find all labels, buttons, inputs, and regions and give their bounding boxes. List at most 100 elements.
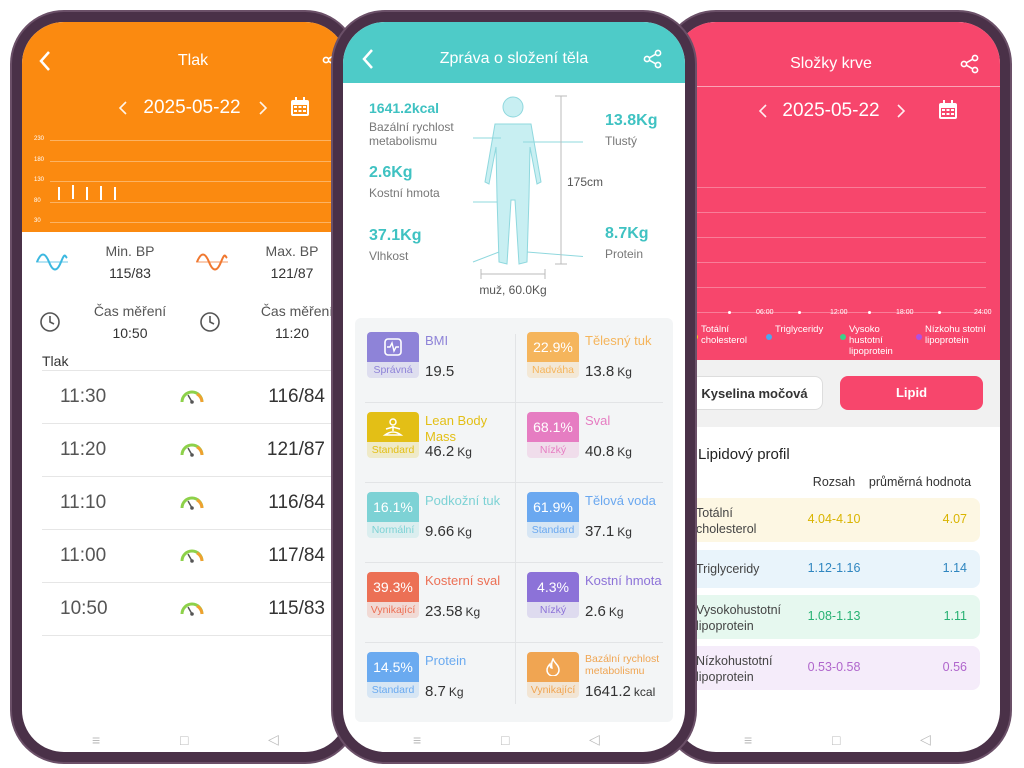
next-date[interactable] (896, 103, 906, 124)
grid-line (50, 160, 347, 162)
legend-label: Vysoko hustotní lipoprotein (849, 324, 893, 357)
card-status: Standard (527, 522, 579, 538)
legend-label: Triglyceridy (775, 324, 824, 335)
card-value: 37.1 Kg (585, 523, 632, 540)
gauge-icon (179, 387, 205, 410)
header (674, 22, 1000, 360)
reading-time: 11:20 (60, 439, 107, 460)
card-unit: Kg (608, 605, 624, 619)
chart-line (690, 187, 986, 188)
protein-label: Protein (605, 247, 644, 261)
card-badge (367, 412, 419, 442)
card-status: Nízký (527, 442, 579, 458)
legend-dot (766, 334, 772, 340)
grid-line (50, 201, 347, 203)
chart-line (690, 287, 986, 288)
column-header: průměrná hodnota (868, 475, 972, 489)
section-title: Lipidový profil (698, 446, 790, 463)
bone-value: 2.6Kg (369, 164, 413, 181)
calendar-button[interactable] (938, 100, 958, 125)
screen-title: Zpráva o složení těla (439, 50, 589, 67)
nav-icon: ≡ (744, 732, 753, 748)
header-divider (674, 86, 1000, 87)
card-name: Tělová voda (585, 493, 656, 508)
card-unit: Kg (457, 525, 472, 539)
x-dot (868, 311, 871, 314)
prev-date[interactable] (118, 100, 128, 121)
fat-label: Tlustý (605, 134, 638, 148)
card-name: Kosterní sval (425, 573, 501, 588)
card-value: 40.8 Kg (585, 443, 632, 460)
card-unit: kcal (633, 685, 656, 699)
card-badge: 16.1% (367, 492, 419, 522)
share-button[interactable] (960, 54, 980, 79)
tab-button[interactable]: Kyselina močová (686, 376, 823, 410)
grid-line (50, 181, 347, 182)
x-tick-label: 18:00 (896, 309, 914, 316)
date: 2025-05-22 (143, 97, 241, 118)
x-dot (728, 311, 731, 314)
min-time: 10:50 (112, 325, 148, 341)
phone-body-composition: Zpráva o složení těla 1641.2kcal Bazální r… (333, 12, 695, 762)
chart-line (690, 312, 986, 313)
next-date[interactable] (258, 100, 268, 121)
x-tick-label: 06:00 (756, 309, 774, 316)
nav-icon: □ (180, 732, 189, 748)
nav-icon: ≡ (92, 732, 101, 748)
row-divider (365, 562, 663, 563)
card-badge (527, 652, 579, 682)
row-divider (42, 370, 347, 371)
y-tick-label: 30 (34, 218, 41, 224)
row-value: 4.07 (942, 512, 967, 526)
reading-value: 117/84 (268, 545, 325, 566)
y-tick-label: 230 (34, 136, 45, 142)
screen-title: Složky krve (790, 55, 872, 72)
prev-date[interactable] (758, 103, 768, 124)
nav-icon: ≡ (413, 732, 422, 748)
min-bp-value: 115/83 (109, 265, 151, 281)
legend-label: Nízkohu stotní lipoprotein (925, 324, 986, 346)
card-value: 19.5 (425, 363, 455, 380)
row-range: 4.04-4.10 (807, 512, 861, 526)
phone-blood: Složky krve2025-05-22006:0012:0018:0024:… (664, 12, 1010, 762)
reading-value: 121/87 (266, 439, 325, 460)
profile-row (686, 595, 980, 639)
card-name: Lean Body Mass (425, 413, 488, 444)
card-badge (367, 332, 419, 362)
row-range: 1.12-1.16 (807, 561, 861, 575)
row-value: 0.56 (942, 660, 967, 674)
row-range: 1.08-1.13 (807, 609, 861, 623)
row-divider (365, 482, 663, 483)
nav-icon: ◁ (589, 731, 600, 747)
x-dot (938, 311, 941, 314)
card-status: Standard (367, 442, 419, 458)
row-value: 1.11 (943, 609, 967, 623)
back-button[interactable] (361, 48, 375, 75)
bp-bar (86, 186, 88, 200)
chart-line (690, 212, 986, 213)
date: 2025-05-22 (782, 100, 880, 121)
legend-dot (916, 334, 922, 340)
nav-icon: □ (501, 732, 510, 748)
card-name: Tělesný tuk (585, 333, 652, 348)
reading-time: 10:50 (60, 598, 108, 619)
card-badge: 4.3% (527, 572, 579, 602)
time-label: Čas měření (93, 303, 167, 319)
fat-value: 13.8Kg (605, 112, 658, 129)
back-button[interactable] (38, 50, 52, 77)
height-label: 175cm (567, 175, 604, 189)
legend-dot (692, 334, 698, 340)
phone-blood-pressure: Tlak 2025-05-22 30 80 130 180 230 Min. BP 115/83… (12, 12, 357, 762)
card-status: Standard (367, 682, 419, 698)
row-range: 0.53-0.58 (807, 660, 861, 674)
bp-bar (100, 186, 102, 200)
tab-button-active[interactable]: Lipid (840, 376, 983, 410)
row-divider (365, 402, 663, 403)
calendar-button[interactable] (290, 97, 310, 122)
share-button[interactable] (643, 49, 663, 74)
clock-icon (199, 311, 221, 338)
max-bp-icon (196, 252, 228, 277)
profile-row (686, 498, 980, 542)
gauge-icon (179, 440, 205, 463)
